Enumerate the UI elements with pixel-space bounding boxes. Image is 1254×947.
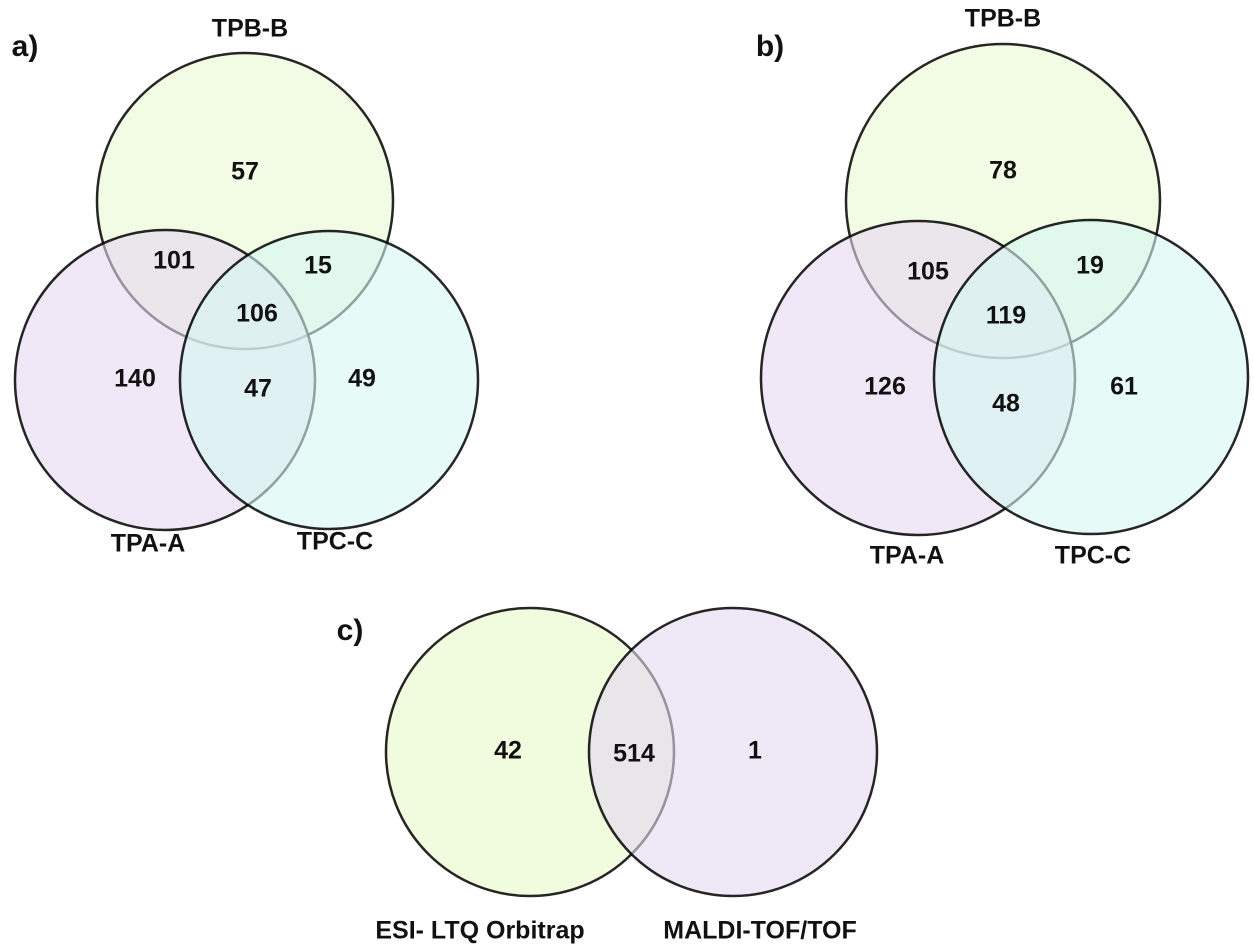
region-count: 514 [613, 740, 655, 768]
set-label: TPA-A [870, 542, 945, 570]
region-count: 57 [231, 158, 259, 186]
region-count: 19 [1076, 252, 1104, 280]
set-label: TPA-A [111, 530, 186, 558]
region-count: 106 [236, 300, 278, 328]
region-count: 119 [986, 302, 1026, 330]
set-label: TPC-C [1055, 542, 1131, 570]
panel-label: a) [12, 30, 39, 63]
region-count: 140 [114, 365, 156, 393]
region-count: 101 [153, 247, 195, 275]
region-count: 78 [989, 157, 1017, 185]
region-count: 61 [1110, 373, 1138, 401]
region-count: 1 [748, 737, 762, 765]
set-label: MALDI-TOF/TOF [663, 917, 857, 945]
region-count: 105 [907, 258, 949, 286]
panel-label: b) [756, 30, 784, 63]
set-label: TPB-B [212, 15, 288, 43]
set-label: TPC-C [297, 528, 373, 556]
set-circle [178, 229, 480, 531]
region-count: 48 [992, 390, 1020, 418]
region-count: 15 [304, 252, 332, 280]
region-count: 49 [348, 365, 376, 393]
set-circle [932, 218, 1250, 536]
set-label: TPB-B [965, 5, 1041, 33]
region-count: 126 [864, 373, 906, 401]
region-count: 42 [494, 737, 522, 765]
region-count: 47 [244, 375, 272, 403]
set-label: ESI- LTQ Orbitrap [375, 917, 584, 945]
panel-label: c) [337, 614, 364, 647]
set-circle [587, 606, 879, 898]
